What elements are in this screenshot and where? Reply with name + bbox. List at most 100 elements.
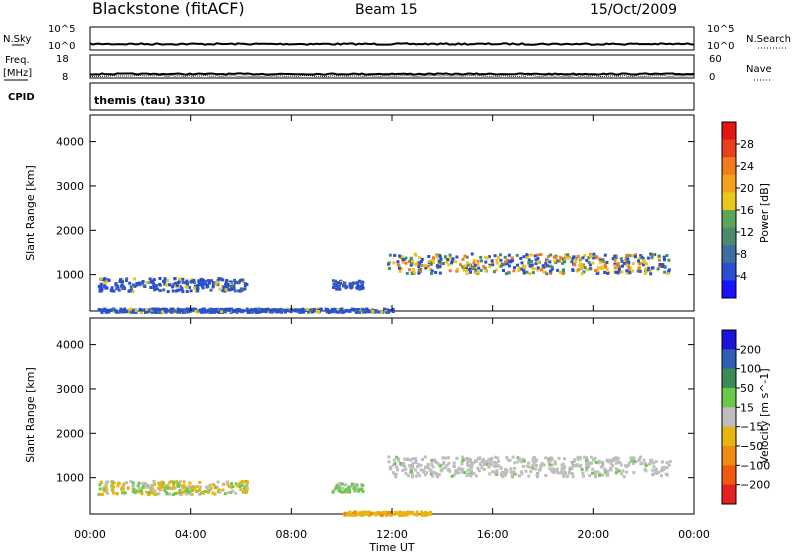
data-point — [637, 259, 640, 263]
data-point — [505, 456, 509, 460]
data-point — [484, 255, 487, 259]
data-point — [589, 267, 593, 271]
velocity-y-ticks: 1000 2000 3000 4000 — [56, 339, 694, 485]
data-point — [655, 472, 659, 475]
data-point — [104, 483, 108, 487]
data-point — [614, 256, 618, 260]
data-point — [171, 480, 175, 484]
data-point — [562, 268, 565, 272]
data-point — [226, 480, 230, 484]
data-point — [572, 255, 576, 259]
data-point — [122, 482, 126, 486]
data-point — [571, 464, 575, 468]
data-point — [534, 464, 538, 468]
data-point — [232, 284, 236, 288]
data-point — [400, 511, 404, 515]
data-point — [665, 466, 669, 470]
data-point — [327, 311, 331, 314]
x-tick-label: 04:00 — [175, 528, 207, 541]
data-point — [166, 279, 170, 283]
data-point — [639, 455, 642, 459]
data-point — [358, 285, 362, 289]
data-point — [250, 310, 254, 314]
data-point — [128, 289, 132, 293]
data-point — [392, 261, 396, 265]
data-point — [293, 308, 297, 312]
data-point — [461, 459, 465, 463]
data-point — [138, 487, 142, 491]
colorbar-swatch — [722, 139, 736, 158]
data-point — [534, 258, 538, 262]
colorbar-frame — [721, 329, 737, 505]
data-point — [410, 272, 414, 275]
nsky-trace — [89, 42, 695, 46]
data-point — [443, 255, 447, 259]
data-point — [425, 471, 429, 475]
data-point — [358, 511, 362, 515]
data-point — [529, 470, 533, 474]
data-point — [204, 486, 208, 490]
data-point — [525, 270, 529, 274]
data-point — [658, 265, 661, 269]
velocity-panel: 1000 2000 3000 4000 Slant Range [km] — [24, 317, 695, 517]
data-point — [599, 465, 603, 469]
data-point — [393, 253, 397, 257]
data-point — [153, 489, 157, 493]
data-point — [579, 266, 583, 270]
data-point — [239, 488, 243, 492]
data-point — [228, 308, 231, 312]
data-point — [398, 254, 402, 258]
data-point — [524, 469, 528, 473]
data-point — [477, 469, 481, 473]
data-point — [640, 461, 644, 465]
data-point — [560, 471, 564, 474]
data-point — [120, 277, 124, 281]
data-point — [284, 308, 288, 312]
velocity-scatter — [97, 455, 672, 517]
data-point — [419, 468, 423, 472]
data-point — [206, 284, 210, 288]
data-point — [529, 253, 533, 257]
data-point — [594, 475, 597, 479]
data-point — [239, 484, 243, 488]
data-point — [359, 513, 363, 517]
data-point — [348, 510, 352, 514]
data-point — [627, 463, 631, 467]
data-point — [583, 266, 587, 270]
data-point — [235, 310, 239, 314]
data-point — [387, 261, 391, 265]
data-point — [408, 268, 411, 272]
data-point — [536, 257, 540, 261]
data-point — [172, 485, 176, 489]
data-point — [114, 309, 118, 313]
data-point — [472, 472, 476, 476]
data-point — [189, 486, 193, 490]
data-point — [522, 255, 526, 259]
data-point — [231, 489, 235, 493]
data-point — [527, 258, 531, 262]
data-point — [416, 465, 420, 468]
data-point — [588, 263, 592, 267]
data-point — [586, 267, 589, 271]
data-point — [431, 465, 435, 469]
nsky-label: N.Sky — [3, 34, 31, 45]
data-point — [338, 483, 342, 487]
data-point — [667, 258, 671, 262]
data-point — [554, 255, 558, 259]
data-point — [476, 270, 479, 274]
data-point — [646, 256, 650, 260]
data-point — [549, 456, 553, 460]
data-point — [315, 310, 319, 314]
colorbar-swatch — [722, 245, 736, 264]
data-point — [576, 254, 580, 258]
data-point — [580, 468, 584, 471]
data-point — [230, 287, 234, 291]
data-point — [652, 472, 655, 476]
data-point — [532, 462, 536, 466]
data-point — [105, 286, 109, 290]
data-point — [663, 258, 666, 262]
data-point — [438, 255, 442, 259]
data-point — [587, 261, 591, 264]
data-point — [106, 480, 110, 484]
data-point — [402, 461, 406, 465]
